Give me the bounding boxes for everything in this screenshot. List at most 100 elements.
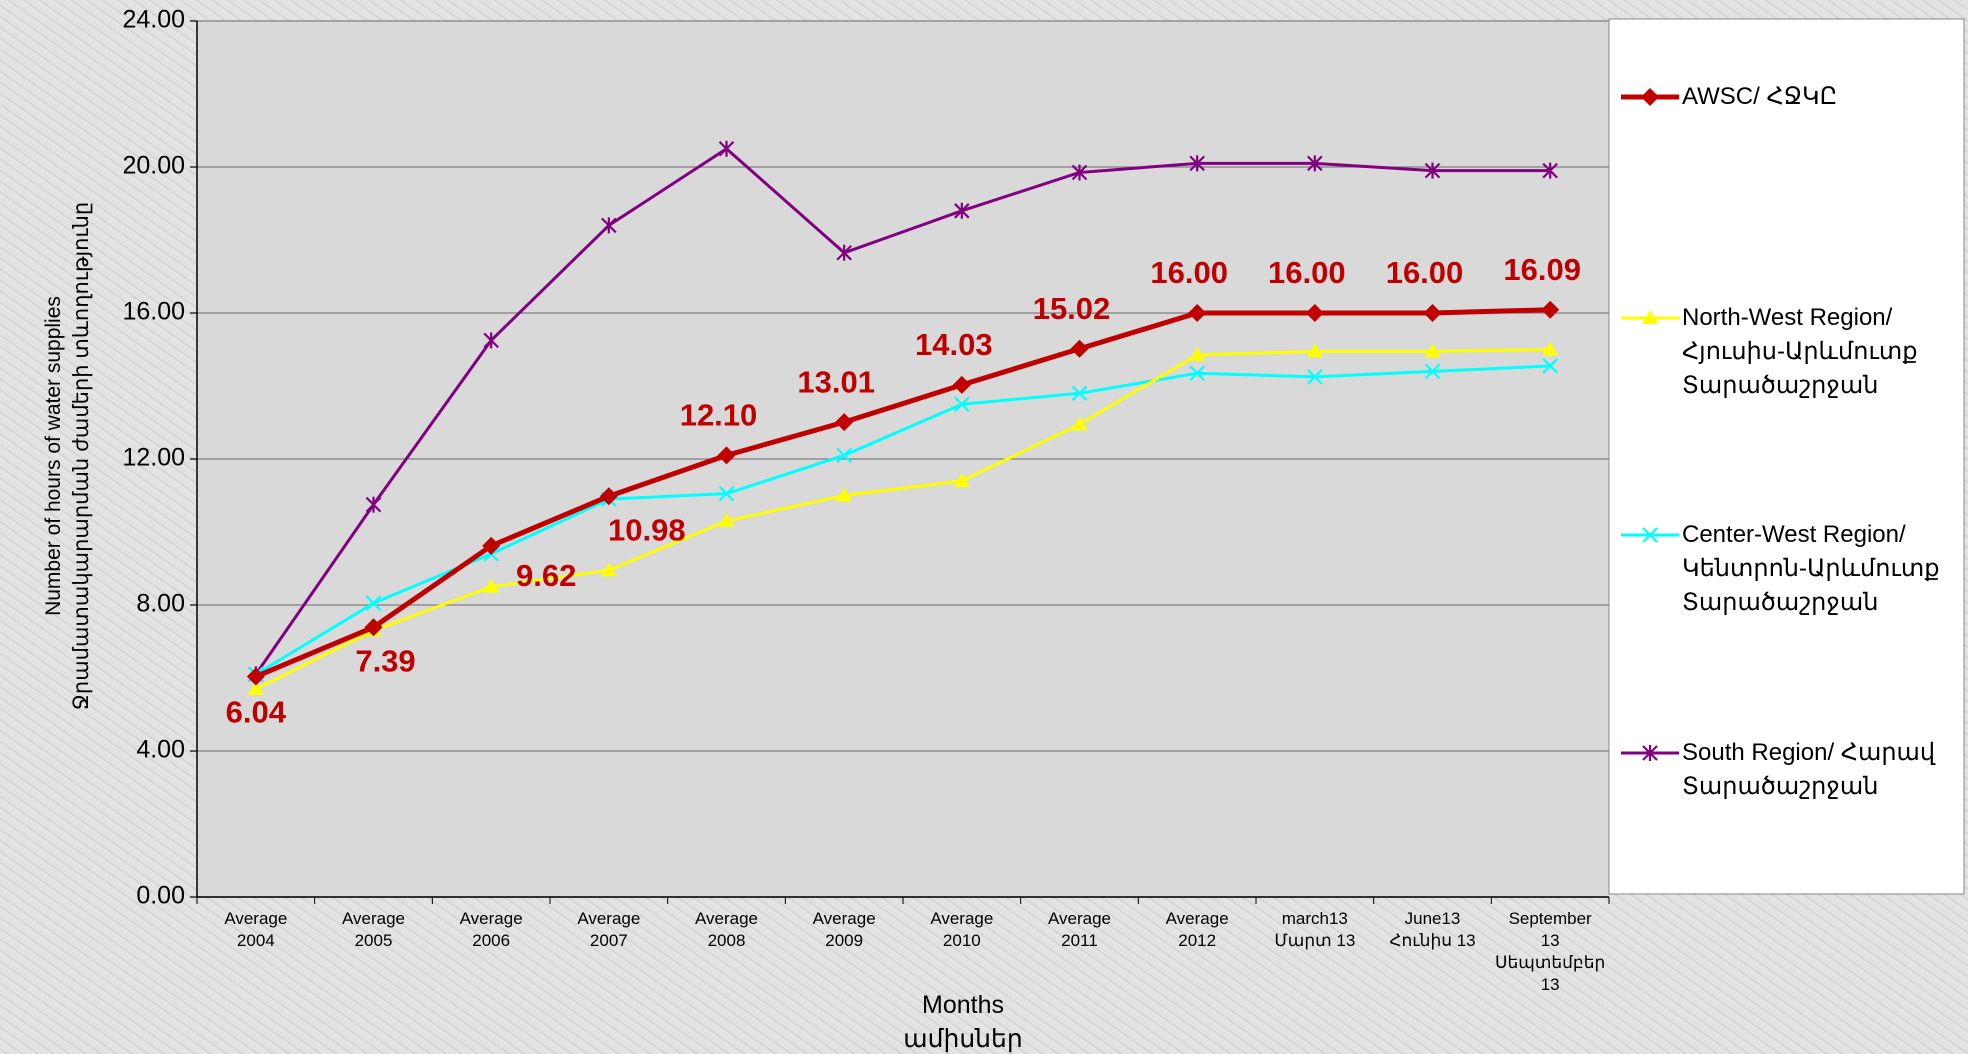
legend-label: North-West Region/ Հյուսիս-Արևմուտք Տարա… (1682, 304, 1918, 399)
marker-shape (1189, 155, 1205, 172)
marker-shape (1423, 304, 1442, 322)
marker-shape (1642, 527, 1658, 543)
marker-shape (1189, 346, 1206, 361)
marker-shape (483, 332, 499, 349)
marker-shape (246, 667, 265, 686)
x-tick-label: march13 Մարտ 13 (1274, 909, 1356, 950)
data-label: 6.04 (226, 695, 287, 730)
marker-shape (1307, 155, 1323, 172)
marker-shape (954, 396, 970, 413)
x-tick-label: Average 2006 (459, 909, 523, 950)
marker-shape (1071, 416, 1088, 431)
point-marker (1307, 155, 1323, 172)
data-label: 16.00 (1386, 255, 1464, 290)
point-marker (1542, 162, 1558, 179)
marker-shape (601, 217, 617, 234)
legend-marker (1641, 88, 1659, 106)
point-marker (599, 487, 618, 506)
x-tick-label: Average 2008 (694, 909, 758, 950)
point-marker (1424, 162, 1441, 179)
marker-shape (1424, 162, 1441, 179)
series-line (254, 307, 1551, 679)
marker-shape (365, 595, 382, 611)
point-marker (483, 578, 500, 593)
marker-shape (1542, 162, 1558, 179)
marker-shape (718, 513, 735, 528)
point-marker (365, 496, 382, 513)
legend-box (1608, 18, 1965, 895)
marker-shape (1188, 304, 1207, 322)
x-tick-label: Average 2011 (1047, 909, 1111, 950)
marker-shape (952, 375, 971, 394)
point-marker (718, 140, 735, 157)
marker-shape (1424, 343, 1441, 358)
marker-shape (718, 140, 735, 157)
marker-shape (364, 618, 383, 637)
marker-shape (1305, 304, 1324, 322)
point-marker (1305, 304, 1324, 322)
x-tick-label: Average 2010 (930, 909, 994, 950)
point-marker (836, 244, 852, 261)
point-marker (717, 446, 736, 465)
marker-shape (1542, 341, 1559, 356)
point-marker (1189, 155, 1205, 172)
point-marker (600, 562, 617, 577)
marker-shape (1306, 343, 1323, 358)
marker-shape (954, 202, 970, 219)
marker-shape (1307, 369, 1323, 385)
point-marker (952, 375, 971, 394)
point-marker (601, 217, 617, 234)
point-marker (365, 595, 382, 611)
point-marker (1189, 346, 1206, 361)
point-marker (246, 667, 265, 686)
marker-shape (1541, 300, 1560, 319)
point-marker (1541, 300, 1560, 319)
x-axis-title: Months ամիսներ (903, 991, 1023, 1053)
marker-shape (953, 472, 970, 487)
legend-marker (1642, 310, 1658, 324)
marker-shape (247, 680, 264, 695)
marker-shape (1071, 385, 1088, 402)
y-axis-title: Number of hours of water supplies Ջրամատ… (42, 201, 93, 711)
y-tick-label: 20.00 (122, 152, 185, 180)
data-label: 13.01 (797, 364, 875, 399)
data-label: 16.00 (1150, 255, 1228, 290)
point-marker (1070, 339, 1089, 358)
point-marker (1307, 369, 1323, 385)
point-marker (1542, 358, 1558, 374)
point-marker (1071, 416, 1088, 431)
data-label: 15.02 (1033, 291, 1111, 326)
point-marker (1189, 365, 1205, 382)
data-label: 12.10 (680, 398, 758, 433)
marker-shape (835, 413, 854, 432)
legend-marker (1642, 745, 1658, 761)
x-tick-label: September 13 Սեպտեմբեր 13 (1495, 909, 1606, 994)
series-line (254, 147, 1551, 676)
marker-shape (1070, 339, 1089, 358)
marker-shape (600, 562, 617, 577)
point-marker (482, 536, 501, 555)
x-tick-label: Average 2007 (577, 909, 641, 950)
data-label: 16.09 (1503, 252, 1581, 287)
point-marker (1424, 343, 1441, 358)
point-marker (953, 472, 970, 487)
x-tick-label: Average 2004 (224, 909, 288, 950)
legend-marker (1642, 527, 1658, 543)
point-marker (364, 618, 383, 637)
x-tick-label: Average 2005 (341, 909, 405, 950)
marker-shape (482, 536, 501, 555)
point-marker (1306, 343, 1323, 358)
x-tick-label: June13 Հունիս 13 (1389, 909, 1476, 950)
point-marker (247, 680, 264, 695)
marker-shape (599, 487, 618, 506)
point-marker (1071, 385, 1088, 402)
point-marker (836, 487, 853, 502)
data-label: 10.98 (608, 512, 686, 547)
point-marker (1424, 363, 1441, 380)
marker-shape (1542, 358, 1558, 374)
point-marker (483, 332, 499, 349)
y-tick-label: 8.00 (136, 590, 185, 618)
marker-shape (483, 578, 500, 593)
marker-shape (1642, 745, 1658, 761)
